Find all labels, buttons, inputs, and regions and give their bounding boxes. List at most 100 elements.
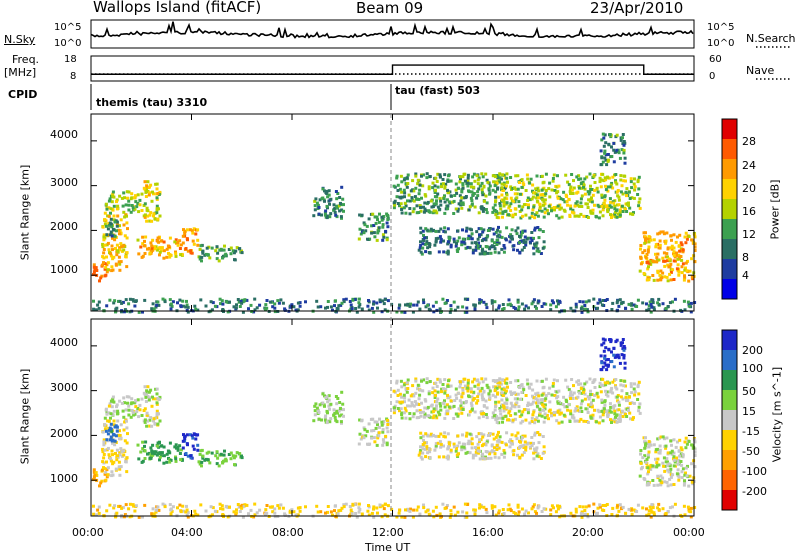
power-cell [522, 238, 526, 242]
power-cell [125, 251, 129, 255]
power-cell [454, 244, 458, 248]
power-cell [118, 194, 122, 198]
velocity-cell [273, 515, 277, 519]
power-cell [149, 241, 153, 245]
velocity-cell [165, 452, 169, 456]
power-cbar-tick: 8 [742, 251, 749, 264]
velocity-cell [178, 452, 182, 455]
velocity-cell [610, 513, 614, 516]
velocity-cell [245, 503, 249, 507]
power-cell [427, 187, 431, 191]
velocity-cell [601, 413, 605, 417]
velocity-cell [416, 383, 420, 387]
power-heatmap [92, 132, 697, 314]
power-cell [176, 243, 180, 247]
velocity-cell [442, 434, 446, 438]
power-cell [428, 245, 432, 249]
power-cell [472, 172, 476, 176]
colorbar-segment [722, 490, 737, 511]
power-cell [496, 228, 500, 232]
velocity-cell [619, 383, 623, 387]
power-cell [555, 191, 559, 195]
velocity-cell [614, 415, 617, 419]
power-cell [627, 302, 631, 306]
velocity-cell [408, 404, 412, 408]
power-cell [666, 279, 670, 283]
power-cell [380, 218, 384, 222]
power-cell [537, 189, 541, 193]
power-cell [542, 302, 546, 306]
velocity-cell [511, 418, 515, 422]
power-cell [583, 177, 587, 181]
velocity-cell [437, 434, 441, 438]
power-cell [420, 174, 423, 178]
velocity-cell [120, 506, 124, 510]
velocity-cell [623, 366, 627, 370]
power-cell [447, 200, 451, 204]
velocity-cell [156, 441, 160, 445]
velocity-cell [504, 414, 508, 418]
velocity-cell [239, 504, 243, 508]
power-cell [138, 203, 142, 207]
velocity-cell [505, 402, 509, 406]
velocity-cell [530, 416, 534, 420]
power-cell [381, 223, 385, 227]
velocity-cell [312, 419, 316, 423]
velocity-cell [196, 448, 200, 452]
power-cell [488, 227, 492, 230]
power-cell [519, 233, 523, 237]
velocity-cell [518, 415, 522, 418]
velocity-cell [103, 416, 107, 420]
velocity-cell [524, 394, 528, 397]
velocity-cell [612, 365, 616, 369]
power-cell [370, 306, 374, 310]
velocity-cell [523, 440, 527, 444]
velocity-cell [527, 511, 530, 515]
velocity-cell [477, 392, 481, 396]
velocity-cell [643, 446, 647, 450]
velocity-cell [395, 400, 399, 404]
velocity-cell [581, 385, 585, 389]
power-cell [434, 239, 438, 243]
velocity-cell [143, 407, 147, 411]
power-cell [681, 248, 685, 252]
velocity-cbar-tick: 15 [742, 405, 756, 418]
power-cell [191, 239, 195, 243]
power-cell [567, 197, 571, 201]
velocity-cell [586, 421, 590, 424]
power-cell [629, 177, 633, 181]
velocity-cell [382, 420, 386, 423]
power-cell [471, 248, 475, 252]
velocity-cell [484, 399, 488, 403]
velocity-cell [493, 380, 497, 384]
power-cell [103, 267, 107, 271]
velocity-cell [614, 378, 618, 381]
power-cell [219, 302, 222, 306]
power-cell [572, 186, 576, 190]
velocity-cell [315, 504, 319, 508]
power-cell [404, 211, 408, 215]
velocity-cell [647, 512, 651, 516]
power-cell [116, 249, 119, 253]
velocity-cell [439, 404, 443, 408]
velocity-cell [419, 445, 422, 449]
velocity-cell [481, 453, 485, 457]
velocity-cell [112, 460, 116, 464]
velocity-cell [618, 361, 622, 365]
velocity-cell [198, 462, 202, 466]
velocity-cell [495, 448, 499, 451]
power-cell [651, 301, 655, 305]
power-cell [512, 244, 516, 248]
power-cell [652, 306, 656, 310]
velocity-cell [441, 387, 445, 391]
power-cell [656, 232, 660, 236]
velocity-cell [99, 481, 103, 485]
power-cell [488, 247, 492, 251]
power-cell [427, 185, 431, 189]
power-cell [580, 194, 584, 198]
power-cell [497, 251, 501, 255]
velocity-cell [518, 446, 522, 450]
velocity-cell [645, 458, 649, 461]
power-cell [443, 194, 446, 198]
velocity-cell [323, 404, 326, 408]
